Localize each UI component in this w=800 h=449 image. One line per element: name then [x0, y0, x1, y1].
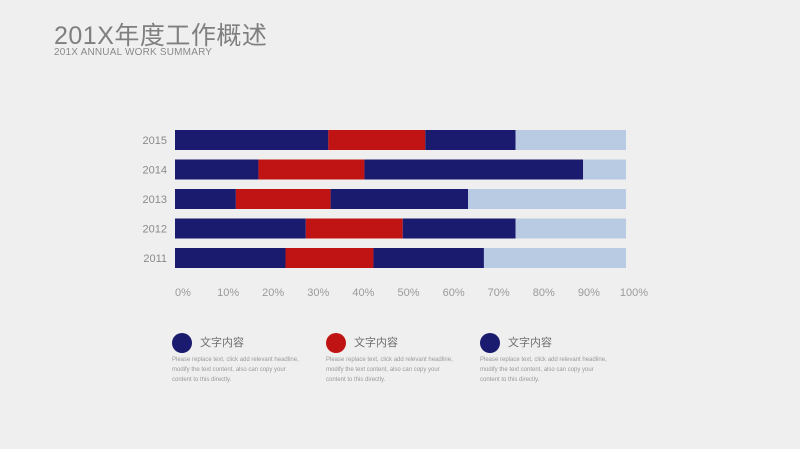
x-tick-label: 20%: [262, 287, 284, 299]
y-tick-label-2015: 2015: [143, 135, 167, 147]
bar-segment-2011-4: [483, 248, 626, 268]
legend-label-1: 文字内容: [200, 337, 244, 349]
bar-segment-2013-2: [235, 189, 331, 209]
bar-segment-2015-3: [425, 130, 516, 150]
legend-label-2: 文字内容: [354, 337, 398, 349]
y-tick-label-2011: 2011: [143, 253, 167, 265]
bar-segment-2012-1: [175, 218, 306, 239]
bar-segment-2015-4: [515, 130, 626, 150]
page-title: 201X年度工作概述: [54, 22, 268, 50]
legend-swatch-3: [480, 333, 500, 353]
x-tick-label: 90%: [578, 287, 600, 299]
x-tick-label: 40%: [352, 287, 374, 299]
x-tick-label: 70%: [488, 287, 510, 299]
bar-segment-2013-3: [330, 189, 469, 209]
x-tick-label: 30%: [307, 287, 329, 299]
bar-segment-2011-1: [175, 248, 286, 268]
legend-swatch-1: [172, 333, 192, 353]
bar-segment-2015-2: [328, 130, 426, 150]
x-tick-label: 60%: [443, 287, 465, 299]
legend-desc-3: Please replace text, click add relevant …: [480, 357, 607, 383]
stacked-bar-chart: 2015 2014 2013 2012 2011 0% 10% 20% 30% 40% 50% 60%…: [143, 130, 648, 299]
bar-segment-2012-3: [402, 218, 516, 239]
legend-desc-2: Please replace text, click add relevant …: [326, 357, 453, 383]
bar-segment-2013-4: [468, 189, 626, 209]
x-tick-label: 80%: [533, 287, 555, 299]
y-tick-label-2014: 2014: [143, 165, 167, 177]
bar-segment-2011-3: [373, 248, 484, 268]
bar-segment-2014-1: [175, 159, 259, 180]
bar-segment-2013-1: [175, 189, 236, 209]
y-tick-label-2013: 2013: [143, 194, 167, 206]
x-tick-label: 100%: [620, 287, 648, 299]
bar-segment-2014-3: [364, 159, 584, 180]
bar-segment-2015-1: [175, 130, 329, 150]
bar-segment-2012-2: [305, 218, 403, 239]
bar-segment-2012-4: [515, 218, 626, 239]
x-tick-label: 10%: [217, 287, 239, 299]
y-tick-label-2012: 2012: [143, 224, 167, 236]
legend-label-3: 文字内容: [508, 337, 552, 349]
x-tick-label: 50%: [397, 287, 419, 299]
bar-segment-2014-2: [258, 159, 365, 180]
x-tick-label: 0%: [175, 287, 191, 299]
legend-swatch-2: [326, 333, 346, 353]
bar-segment-2011-2: [285, 248, 374, 268]
bar-segment-2014-4: [583, 159, 626, 180]
page-subtitle: 201X ANNUAL WORK SUMMARY: [54, 47, 213, 58]
legend-desc-1: Please replace text, click add relevant …: [172, 357, 299, 383]
